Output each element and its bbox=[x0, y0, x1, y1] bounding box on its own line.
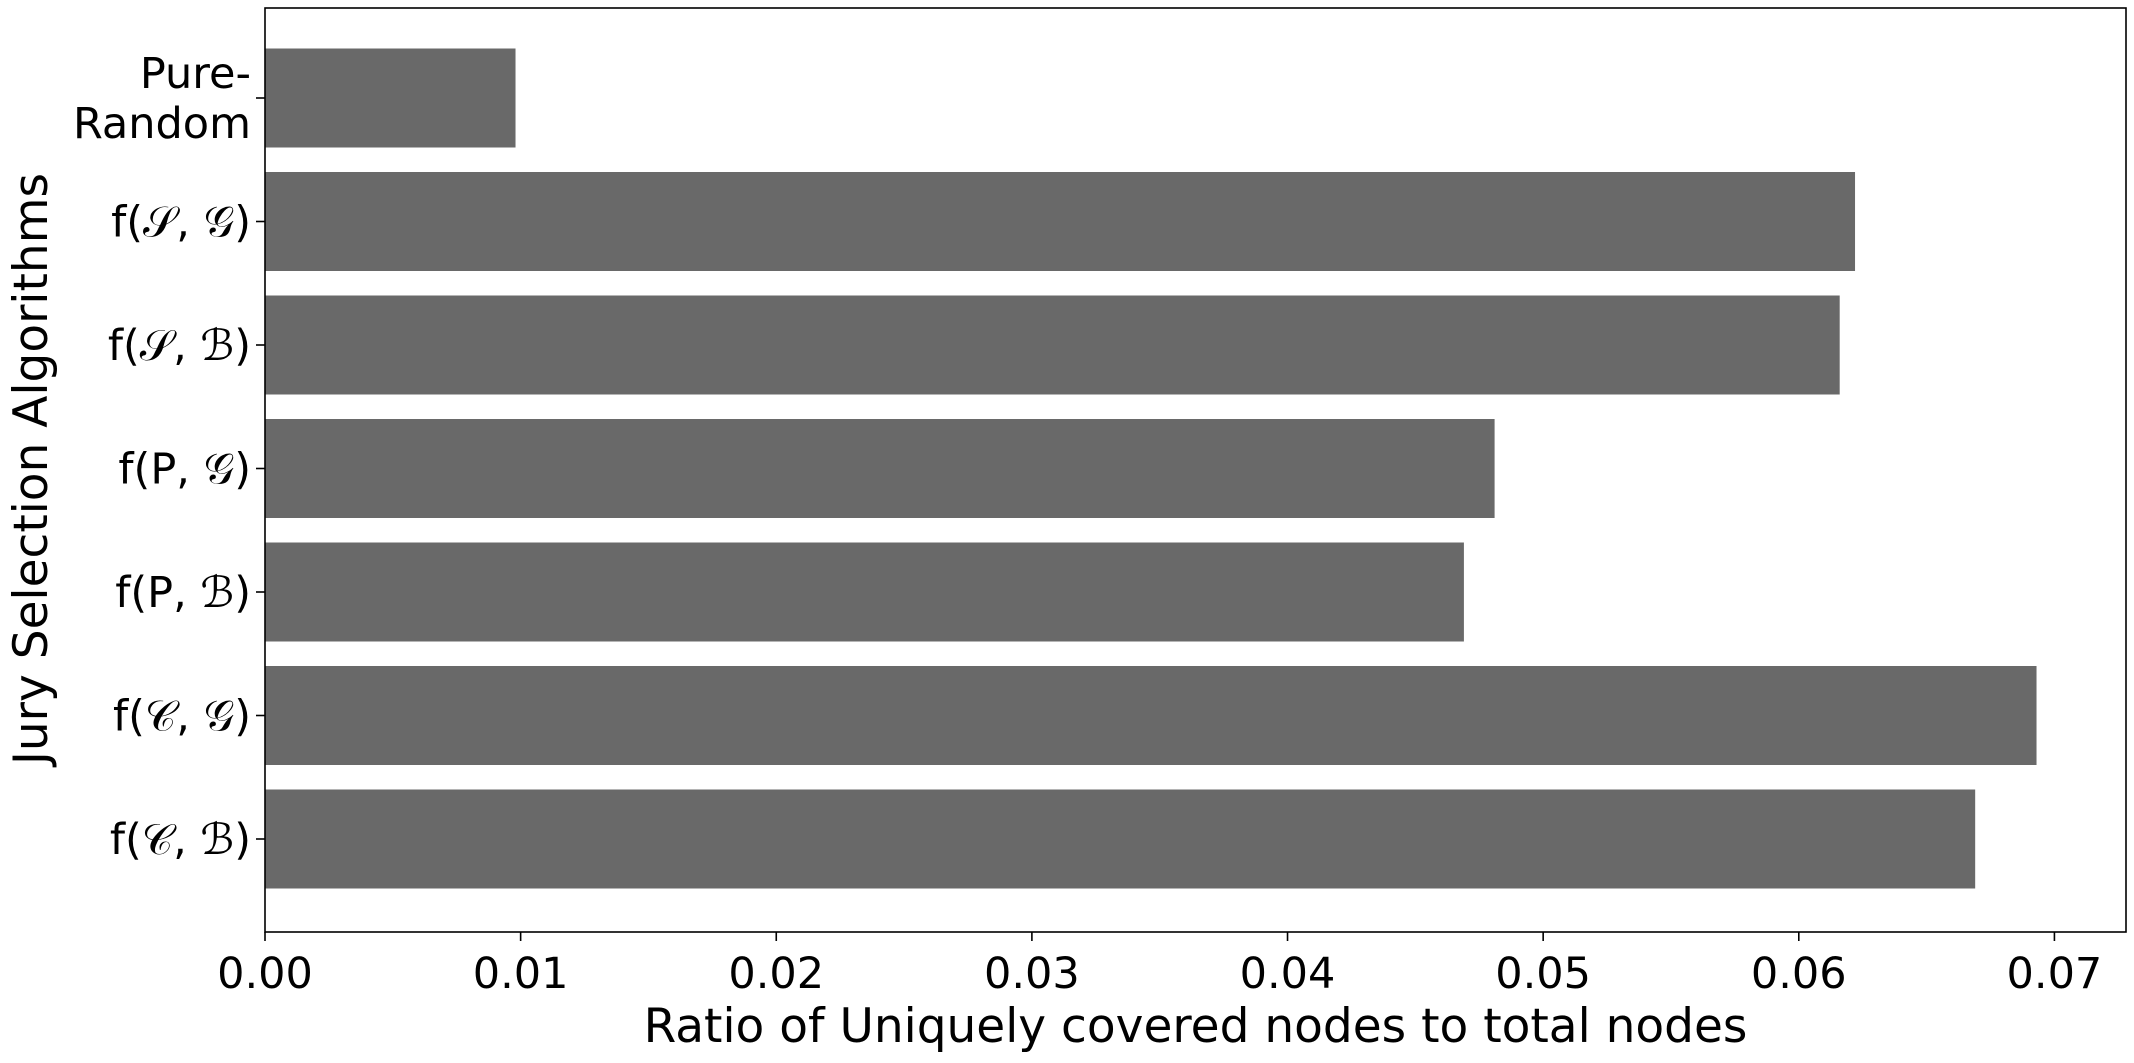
x-tick-label: 0.00 bbox=[217, 949, 313, 999]
bars-layer bbox=[265, 48, 2037, 889]
y-tick-label: f(𝒞, 𝒢) bbox=[113, 692, 251, 742]
y-tick-label: f(P, ℬ) bbox=[115, 568, 251, 618]
bar-1 bbox=[265, 172, 1856, 271]
x-tick-label: 0.05 bbox=[1495, 949, 1591, 999]
x-tick-label: 0.07 bbox=[2007, 949, 2103, 999]
bar-5 bbox=[265, 666, 2037, 765]
plot-frame bbox=[264, 7, 2127, 933]
y-tick-label: f(P, 𝒢) bbox=[118, 445, 251, 495]
bar-0 bbox=[265, 48, 516, 148]
y-tick-label: f(𝒮, ℬ) bbox=[108, 321, 251, 371]
y-tick-label: Pure- bbox=[140, 49, 251, 99]
y-axis-ticks: Pure-Random f(𝒮, 𝒢) f(𝒮, ℬ) f(P, 𝒢) f(P, ℬ) f… bbox=[73, 49, 265, 865]
y-tick-label: Random bbox=[73, 99, 251, 149]
x-tick-label: 0.01 bbox=[473, 949, 569, 999]
bar-4 bbox=[265, 542, 1464, 642]
x-axis-ticks: 0.00 0.01 0.02 0.03 0.04 0.05 0.06 0.07 bbox=[217, 932, 2102, 999]
x-tick-label: 0.04 bbox=[1240, 949, 1336, 999]
y-axis-title: Jury Selection Algorithms bbox=[4, 173, 59, 768]
bar-6 bbox=[265, 789, 1976, 889]
bar-2 bbox=[265, 295, 1840, 395]
bar-3 bbox=[265, 419, 1495, 518]
x-tick-label: 0.02 bbox=[728, 949, 824, 999]
axes-layer bbox=[264, 7, 2127, 933]
y-tick-label: f(𝒞, ℬ) bbox=[110, 815, 251, 865]
x-tick-label: 0.03 bbox=[984, 949, 1080, 999]
x-axis-title: Ratio of Uniquely covered nodes to total… bbox=[644, 999, 1748, 1054]
x-tick-label: 0.06 bbox=[1751, 949, 1847, 999]
y-tick-label: f(𝒮, 𝒢) bbox=[111, 198, 251, 248]
